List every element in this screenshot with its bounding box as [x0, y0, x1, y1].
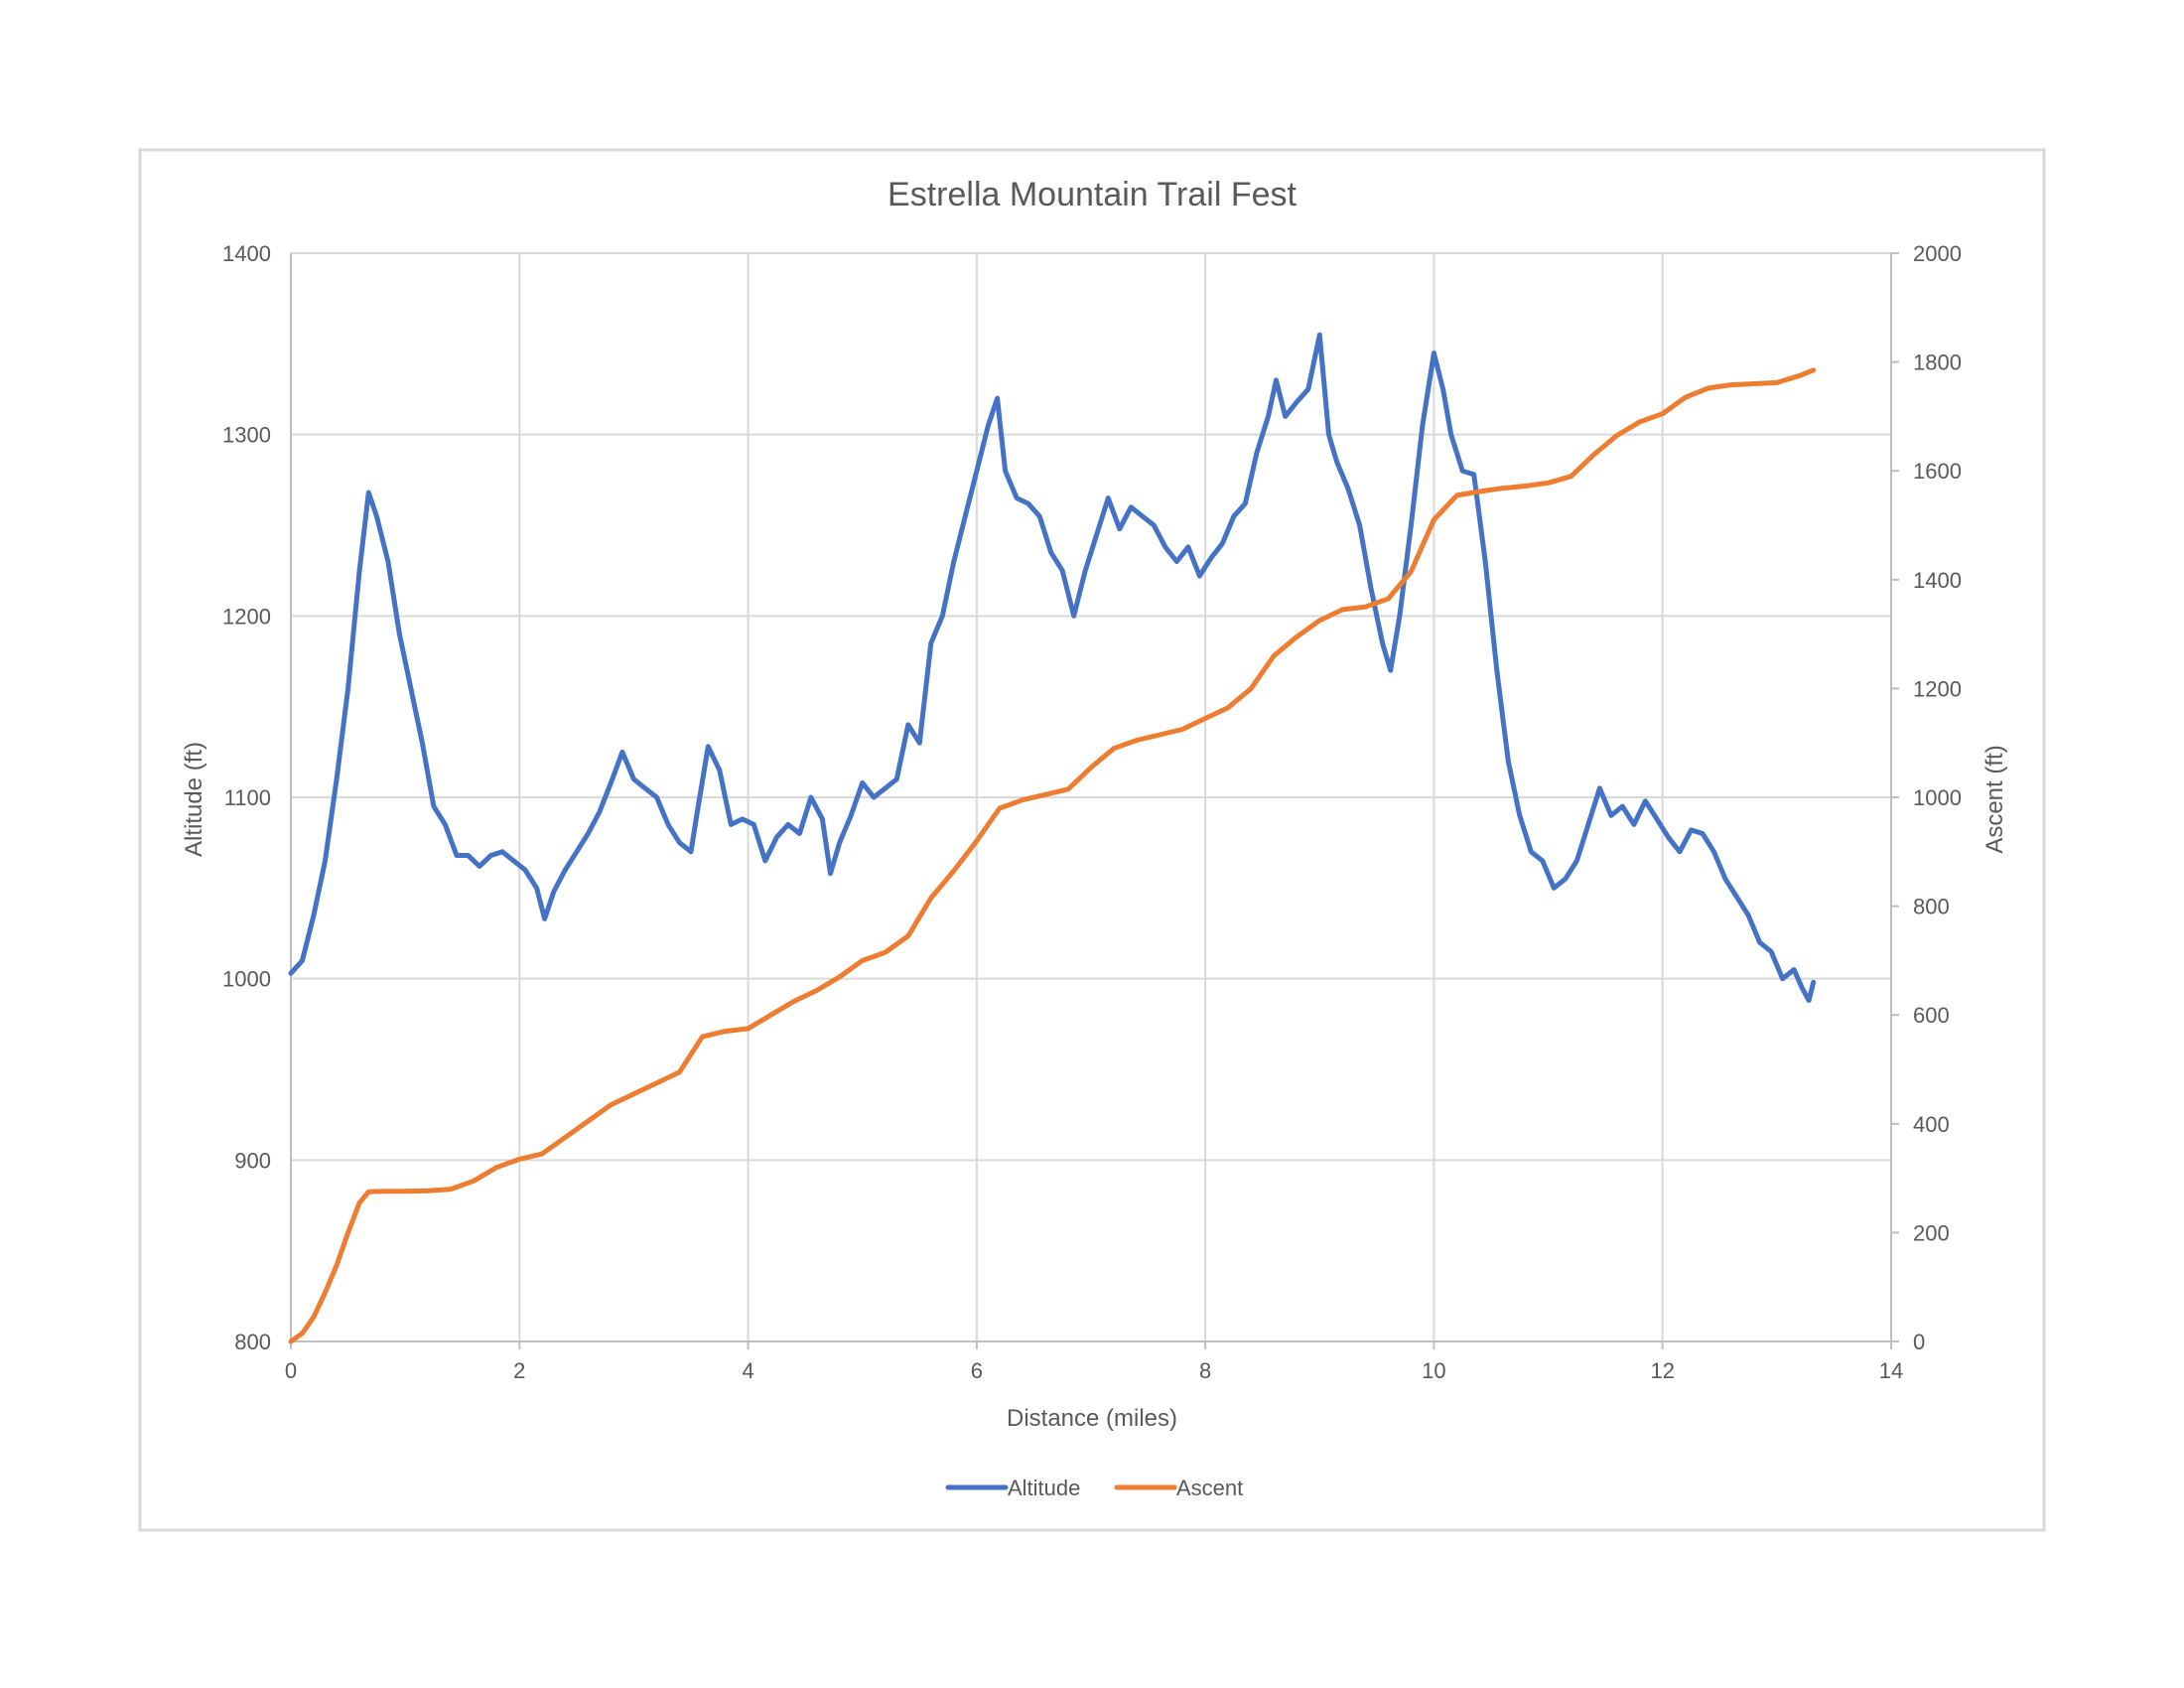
y2-tick-label: 800	[1913, 895, 1950, 919]
y2-tick-label: 1600	[1913, 459, 1962, 484]
y2-tick-label: 1400	[1913, 568, 1962, 593]
y-axis-label: Altitude (ft)	[181, 742, 207, 857]
y2-tick-label: 400	[1913, 1112, 1950, 1137]
y-tick-label: 1000	[222, 967, 271, 992]
y-tick-label: 1200	[222, 604, 271, 629]
legend-label-altitude: Altitude	[1008, 1476, 1080, 1500]
x-tick-label: 0	[285, 1358, 297, 1383]
series-lines	[288, 332, 1817, 1344]
y2-tick-label: 0	[1913, 1330, 1925, 1354]
y2-axis-label: Ascent (ft)	[1981, 745, 2008, 853]
y-tick-label: 900	[234, 1148, 271, 1173]
y-tick-label: 1400	[222, 241, 271, 266]
x-tick-label: 8	[1199, 1358, 1211, 1383]
chart-border	[138, 148, 2046, 1532]
legend-label-ascent: Ascent	[1176, 1476, 1243, 1500]
grid	[290, 252, 1899, 1349]
y2-tick-label: 200	[1913, 1220, 1950, 1245]
y-tick-label: 800	[234, 1330, 271, 1354]
x-tick-label: 12	[1650, 1358, 1674, 1383]
chart-title: Estrella Mountain Trail Fest	[887, 176, 1297, 213]
series-altitude-line	[288, 332, 1817, 1004]
x-tick-label: 4	[742, 1358, 753, 1383]
series-ascent-line	[288, 367, 1817, 1344]
legend: Altitude Ascent	[945, 1476, 1243, 1500]
y2-tick-label: 600	[1913, 1003, 1950, 1028]
tick-labels: 800 900 1000 1100 1200 1300 1400 0 2 4 6 8 10 12 14 0 20…	[222, 241, 1962, 1383]
y2-tick-label: 2000	[1913, 241, 1962, 266]
x-tick-label: 2	[513, 1358, 525, 1383]
y2-tick-label: 1000	[1913, 785, 1962, 810]
y-tick-label: 1300	[222, 423, 271, 448]
y2-tick-label: 1200	[1913, 676, 1962, 701]
y2-tick-label: 1800	[1913, 351, 1962, 375]
x-tick-label: 10	[1422, 1358, 1445, 1383]
x-tick-label: 14	[1879, 1358, 1903, 1383]
x-tick-label: 6	[971, 1358, 983, 1383]
y-tick-label: 1100	[224, 785, 271, 810]
x-axis-label: Distance (miles)	[1007, 1405, 1177, 1432]
